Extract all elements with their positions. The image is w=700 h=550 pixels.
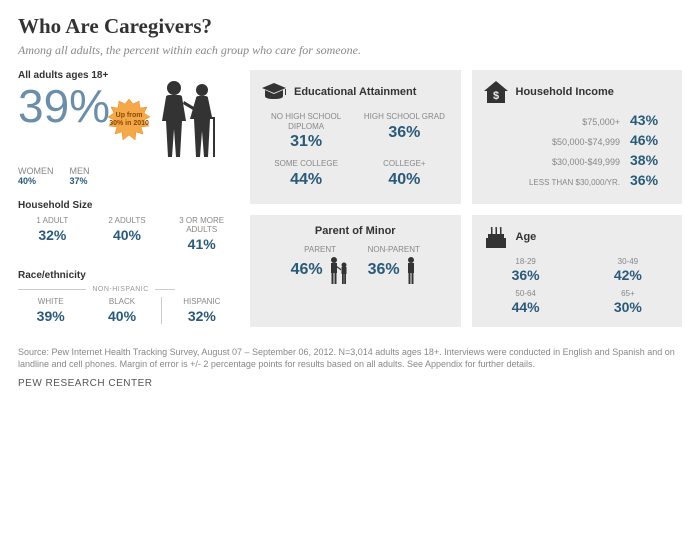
gender-men: MEN 37% <box>70 166 90 186</box>
parent-label: NON-PARENT <box>368 245 420 254</box>
gender-row: WOMEN 40% MEN 37% <box>18 166 236 186</box>
age-value: 42% <box>586 267 670 283</box>
edu-item-3: COLLEGE+ 40% <box>360 159 448 189</box>
house-dollar-icon: $ <box>484 80 508 104</box>
household-size-title: Household Size <box>18 200 236 211</box>
race-label: WHITE <box>18 297 83 306</box>
edu-label: HIGH SCHOOL GRAD <box>360 112 448 122</box>
age-label: 50-64 <box>484 289 568 298</box>
big-number-value: 39% <box>18 80 110 132</box>
parent-panel: Parent of Minor PARENT 46% NON-PARENT <box>250 215 461 327</box>
age-value: 36% <box>484 267 568 283</box>
hh-item-0: 1 ADULT 32% <box>18 216 87 252</box>
hh-value: 32% <box>18 227 87 243</box>
parent-item-1: NON-PARENT 36% <box>368 245 420 284</box>
income-value: 46% <box>630 132 670 148</box>
income-label: $30,000-$49,999 <box>484 157 631 167</box>
edu-label: SOME COLLEGE <box>262 159 350 169</box>
edu-item-1: HIGH SCHOOL GRAD 36% <box>360 112 448 151</box>
income-row-0: $75,000+ 43% <box>484 112 671 128</box>
parent-label: PARENT <box>291 245 350 254</box>
parent-title: Parent of Minor <box>315 225 396 237</box>
race-label: HISPANIC <box>168 297 236 306</box>
edu-label: COLLEGE+ <box>360 159 448 169</box>
race-value: 39% <box>18 308 83 324</box>
race-nonhispanic-header: NON-HISPANIC <box>18 286 236 293</box>
race-title: Race/ethnicity <box>18 270 236 281</box>
race-value: 32% <box>168 308 236 324</box>
household-size-row: 1 ADULT 32% 2 ADULTS 40% 3 OR MORE ADULT… <box>18 216 236 252</box>
page-subtitle: Among all adults, the percent within eac… <box>18 43 682 58</box>
gender-women-value: 40% <box>18 176 36 186</box>
hh-item-1: 2 ADULTS 40% <box>93 216 162 252</box>
age-title: Age <box>516 231 537 243</box>
income-row-1: $50,000-$74,999 46% <box>484 132 671 148</box>
svg-text:$: $ <box>492 90 498 102</box>
race-item-2: HISPANIC 32% <box>168 297 236 324</box>
caregiver-silhouette-icon <box>156 79 224 162</box>
age-value: 44% <box>484 299 568 315</box>
education-panel: Educational Attainment NO HIGH SCHOOL DI… <box>250 70 461 204</box>
edu-value: 44% <box>262 171 350 189</box>
parent-value: 46% <box>291 261 323 279</box>
income-label: LESS THAN $30,000/YR. <box>484 179 631 188</box>
hh-label: 2 ADULTS <box>93 216 162 225</box>
person-icon <box>405 256 417 284</box>
source-text: Source: Pew Internet Health Tracking Sur… <box>18 346 682 370</box>
edu-item-2: SOME COLLEGE 44% <box>262 159 350 189</box>
hh-value: 40% <box>93 227 162 243</box>
badge: Up from 30% in 2010 <box>108 99 150 141</box>
hh-value: 41% <box>167 236 236 252</box>
gender-women-label: WOMEN <box>18 166 54 176</box>
parent-child-icon <box>328 256 350 284</box>
age-item-0: 18-29 36% <box>484 257 568 283</box>
age-label: 30-49 <box>586 257 670 266</box>
income-title: Household Income <box>516 86 614 98</box>
badge-text: Up from 30% in 2010 <box>108 112 150 127</box>
education-title: Educational Attainment <box>294 86 416 98</box>
gender-men-label: MEN <box>70 166 90 176</box>
hh-item-2: 3 OR MORE ADULTS 41% <box>167 216 236 252</box>
income-row-2: $30,000-$49,999 38% <box>484 152 671 168</box>
age-item-1: 30-49 42% <box>586 257 670 283</box>
edu-label: NO HIGH SCHOOL DIPLOMA <box>262 112 350 131</box>
income-row-3: LESS THAN $30,000/YR. 36% <box>484 172 671 188</box>
income-value: 43% <box>630 112 670 128</box>
race-item-1: BLACK 40% <box>89 297 154 324</box>
edu-value: 36% <box>360 124 448 142</box>
gender-women: WOMEN 40% <box>18 166 54 186</box>
footer-text: PEW RESEARCH CENTER <box>18 378 682 389</box>
gender-men-value: 37% <box>70 176 88 186</box>
birthday-cake-icon <box>484 225 508 249</box>
page-title: Who Are Caregivers? <box>18 14 682 39</box>
left-column: All adults ages 18+ 39% Up from 30% in 2… <box>18 70 236 338</box>
income-panel: $ Household Income $75,000+ 43% $50,000-… <box>472 70 683 204</box>
edu-value: 40% <box>360 171 448 189</box>
race-value: 40% <box>89 308 154 324</box>
hh-label: 1 ADULT <box>18 216 87 225</box>
income-label: $75,000+ <box>484 117 631 127</box>
income-value: 36% <box>630 172 670 188</box>
age-item-2: 50-64 44% <box>484 289 568 315</box>
graduation-cap-icon <box>262 80 286 104</box>
edu-value: 31% <box>262 133 350 151</box>
race-item-0: WHITE 39% <box>18 297 83 324</box>
age-value: 30% <box>586 299 670 315</box>
race-nonhispanic-label: NON-HISPANIC <box>92 286 148 293</box>
age-item-3: 65+ 30% <box>586 289 670 315</box>
hh-label: 3 OR MORE ADULTS <box>167 216 236 234</box>
income-value: 38% <box>630 152 670 168</box>
age-panel: Age 18-29 36% 30-49 42% 50-64 <box>472 215 683 327</box>
age-label: 65+ <box>586 289 670 298</box>
right-column: Educational Attainment NO HIGH SCHOOL DI… <box>250 70 682 338</box>
edu-item-0: NO HIGH SCHOOL DIPLOMA 31% <box>262 112 350 151</box>
parent-value: 36% <box>368 261 400 279</box>
big-number: 39% Up from 30% in 2010 <box>18 83 110 129</box>
parent-item-0: PARENT 46% <box>291 245 350 284</box>
income-label: $50,000-$74,999 <box>484 137 631 147</box>
race-label: BLACK <box>89 297 154 306</box>
age-label: 18-29 <box>484 257 568 266</box>
